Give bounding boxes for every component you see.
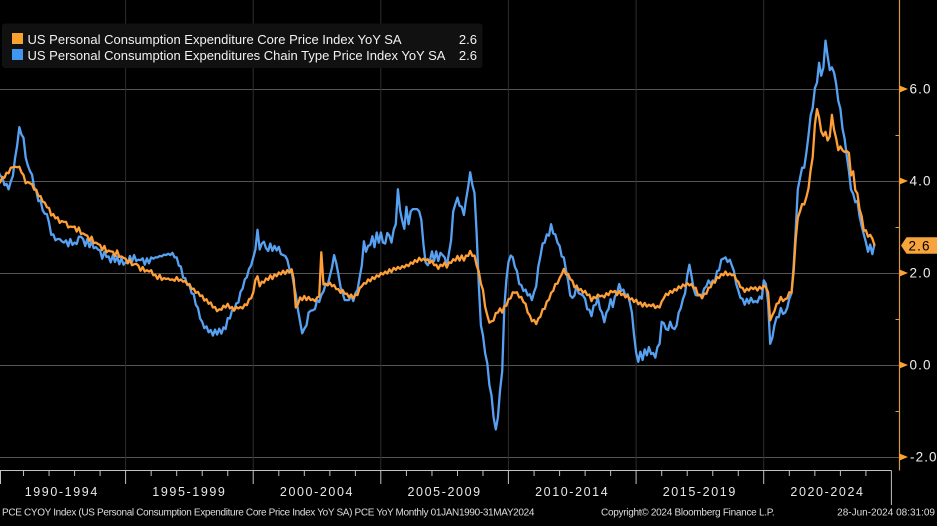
svg-text:Copyright© 2024 Bloomberg Fina: Copyright© 2024 Bloomberg Finance L.P.: [601, 508, 774, 519]
svg-text:US Personal Consumption Expend: US Personal Consumption Expenditures Cha…: [28, 48, 446, 63]
svg-text:2005-2009: 2005-2009: [408, 485, 482, 499]
svg-text:2010-2014: 2010-2014: [535, 485, 609, 499]
svg-text:2000-2004: 2000-2004: [280, 485, 354, 499]
svg-text:-2.0: -2.0: [910, 450, 937, 465]
svg-text:2020-2024: 2020-2024: [790, 485, 864, 499]
svg-text:2.0: 2.0: [910, 266, 932, 281]
svg-text:US Personal Consumption Expend: US Personal Consumption Expenditure Core…: [28, 32, 402, 47]
svg-text:2015-2019: 2015-2019: [663, 485, 737, 499]
svg-text:0.0: 0.0: [910, 358, 932, 373]
svg-text:4.0: 4.0: [910, 174, 932, 189]
svg-text:2.6: 2.6: [459, 48, 477, 63]
svg-text:2.6: 2.6: [459, 32, 477, 47]
svg-text:1995-1999: 1995-1999: [152, 485, 226, 499]
svg-text:1990-1994: 1990-1994: [25, 485, 99, 499]
svg-text:28-Jun-2024 08:31:09: 28-Jun-2024 08:31:09: [837, 508, 935, 519]
svg-text:PCE CYOY Index (US Personal Co: PCE CYOY Index (US Personal Consumption …: [2, 508, 535, 519]
svg-text:2.6: 2.6: [909, 238, 931, 253]
svg-text:6.0: 6.0: [910, 82, 932, 97]
